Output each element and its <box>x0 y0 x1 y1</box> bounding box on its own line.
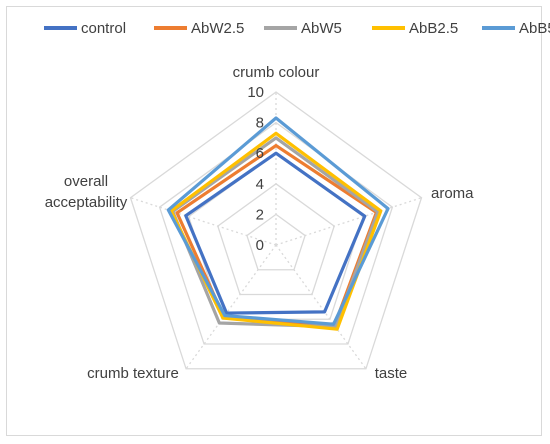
series-line-abb5 <box>166 116 390 326</box>
tick-label: 10 <box>247 84 264 101</box>
axis-label: aroma <box>431 185 474 202</box>
axis-spoke <box>275 244 367 370</box>
tick-label: 2 <box>256 206 264 223</box>
series-lines <box>166 116 390 331</box>
legend: control AbW2.5 AbW5 AbB2.5 AbB5 <box>44 20 550 37</box>
radar-spokes <box>130 92 422 370</box>
legend-label: AbB2.5 <box>409 20 458 37</box>
axis-label: crumb texture <box>87 365 179 382</box>
axis-label: overall <box>64 173 108 190</box>
axis-spoke <box>185 244 277 370</box>
grid-ring <box>246 213 306 271</box>
axis-label: acceptability <box>45 194 128 211</box>
axis-label: taste <box>375 365 408 382</box>
legend-label: control <box>81 20 126 37</box>
chart-area <box>6 6 542 436</box>
series-line-abb2.5 <box>169 131 383 331</box>
legend-label: AbW2.5 <box>191 20 244 37</box>
tick-label: 0 <box>256 237 264 254</box>
axis-labels: crumb colour aroma taste crumb texture overa… <box>45 64 474 382</box>
tick-label: 4 <box>256 176 264 193</box>
tick-label: 8 <box>256 115 264 132</box>
radial-tick-labels: 0 2 4 6 8 10 <box>247 84 264 254</box>
tick-label: 6 <box>256 145 264 162</box>
grid-ring <box>158 121 394 345</box>
legend-label: AbW5 <box>301 20 342 37</box>
axis-label: crumb colour <box>233 64 320 81</box>
grid-ring <box>217 182 335 296</box>
axis-spoke <box>130 197 277 246</box>
axis-spoke <box>275 197 422 246</box>
grid-ring <box>129 91 423 370</box>
series-line-control <box>184 151 367 315</box>
legend-label: AbB5 <box>519 20 550 37</box>
